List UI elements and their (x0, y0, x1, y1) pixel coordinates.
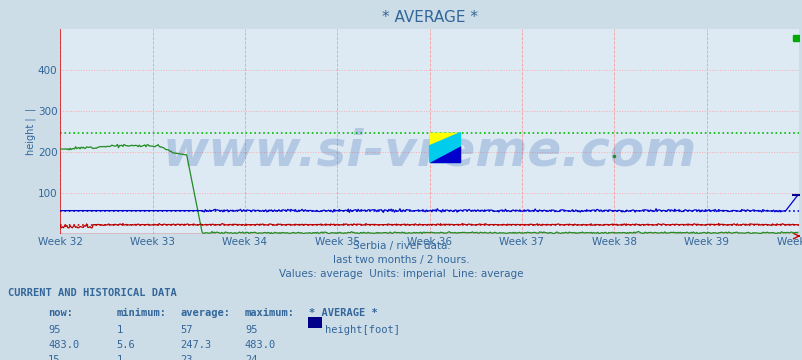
Text: now:: now: (48, 308, 73, 318)
Text: 483.0: 483.0 (48, 340, 79, 350)
Text: 5.6: 5.6 (116, 340, 135, 350)
Y-axis label: height |  |: height | | (26, 108, 36, 155)
Text: minimum:: minimum: (116, 308, 166, 318)
Text: 1: 1 (116, 355, 123, 360)
Text: maximum:: maximum: (245, 308, 294, 318)
Text: 57: 57 (180, 325, 193, 335)
Polygon shape (429, 132, 460, 162)
Text: CURRENT AND HISTORICAL DATA: CURRENT AND HISTORICAL DATA (8, 288, 176, 298)
Text: height[foot]: height[foot] (325, 325, 399, 335)
Text: Serbia / river data.: Serbia / river data. (352, 241, 450, 251)
Text: 247.3: 247.3 (180, 340, 212, 350)
Text: * AVERAGE *: * AVERAGE * (309, 308, 378, 318)
Text: www.si-vreme.com: www.si-vreme.com (162, 128, 696, 176)
Text: 95: 95 (48, 325, 61, 335)
Polygon shape (429, 132, 460, 146)
Bar (429, 132, 460, 162)
Text: 1: 1 (116, 325, 123, 335)
Text: 483.0: 483.0 (245, 340, 276, 350)
Text: 15: 15 (48, 355, 61, 360)
Polygon shape (429, 146, 460, 162)
Text: 24: 24 (245, 355, 257, 360)
Text: Values: average  Units: imperial  Line: average: Values: average Units: imperial Line: av… (279, 269, 523, 279)
Title: * AVERAGE *: * AVERAGE * (381, 10, 477, 25)
Text: average:: average: (180, 308, 230, 318)
Text: 95: 95 (245, 325, 257, 335)
Text: last two months / 2 hours.: last two months / 2 hours. (333, 255, 469, 265)
Polygon shape (429, 132, 460, 146)
Text: 23: 23 (180, 355, 193, 360)
